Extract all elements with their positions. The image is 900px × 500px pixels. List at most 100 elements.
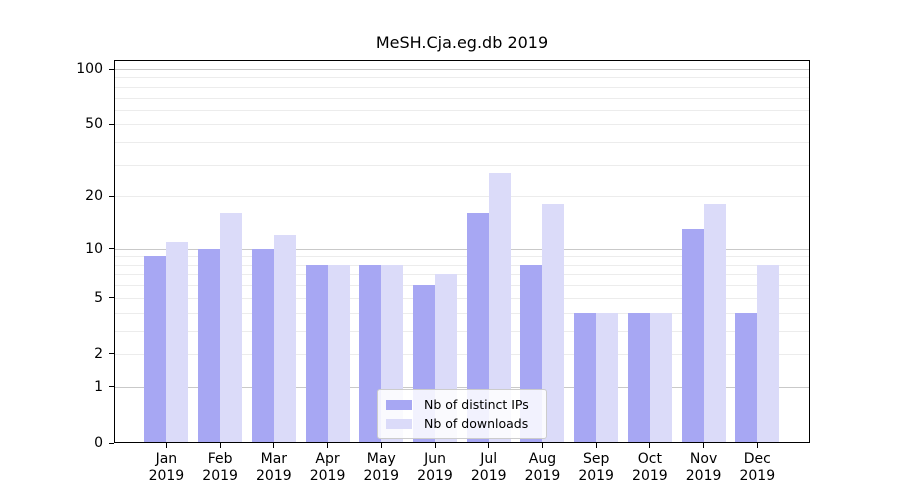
bar-nb-of-downloads-sep bbox=[596, 312, 619, 443]
gridline-minor bbox=[114, 86, 810, 88]
legend-label: Nb of downloads bbox=[424, 416, 529, 431]
x-tick-year: 2019 bbox=[739, 468, 776, 484]
x-tick-month: Jun bbox=[424, 451, 446, 467]
x-tick-month: Nov bbox=[689, 451, 718, 467]
y-tick bbox=[109, 386, 114, 388]
y-tick bbox=[109, 442, 114, 444]
x-tick-label: Jan 2019 bbox=[134, 451, 198, 485]
x-tick-label: Apr 2019 bbox=[296, 451, 360, 485]
x-tick-label: Aug 2019 bbox=[510, 451, 574, 485]
x-tick bbox=[756, 443, 758, 448]
bar-nb-of-downloads-aug bbox=[542, 204, 565, 443]
x-tick-label: Jul 2019 bbox=[457, 451, 521, 485]
bar-nb-of-distinct-ips-mar bbox=[251, 248, 274, 443]
bar-nb-of-distinct-ips-may bbox=[359, 264, 382, 443]
x-tick-month: Dec bbox=[743, 451, 771, 467]
legend-swatch bbox=[386, 418, 412, 429]
bar-nb-of-downloads-mar bbox=[273, 235, 296, 443]
bar-nb-of-distinct-ips-apr bbox=[305, 264, 328, 443]
x-tick bbox=[273, 443, 275, 448]
gridline-minor bbox=[114, 264, 810, 266]
bar-nb-of-distinct-ips-jul bbox=[466, 213, 489, 443]
x-tick bbox=[649, 443, 651, 448]
plot-area bbox=[114, 60, 810, 443]
bar-nb-of-distinct-ips-feb bbox=[198, 248, 221, 443]
x-tick-year: 2019 bbox=[148, 468, 185, 484]
x-tick-label: Sep 2019 bbox=[564, 451, 628, 485]
y-tick bbox=[109, 297, 114, 299]
x-tick-label: Nov 2019 bbox=[672, 451, 736, 485]
bar-nb-of-downloads-feb bbox=[220, 213, 243, 443]
x-tick-month: May bbox=[366, 451, 396, 467]
x-tick-label: Jun 2019 bbox=[403, 451, 467, 485]
gridline-minor bbox=[114, 274, 810, 276]
x-tick bbox=[703, 443, 705, 448]
gridline-minor bbox=[114, 142, 810, 144]
y-tick bbox=[109, 248, 114, 250]
gridline-minor bbox=[114, 109, 810, 111]
bar-nb-of-downloads-jul bbox=[488, 172, 511, 443]
y-tick bbox=[109, 353, 114, 355]
y-tick-label: 5 bbox=[94, 289, 103, 306]
x-tick-year: 2019 bbox=[363, 468, 400, 484]
x-tick-month: Jul bbox=[480, 451, 498, 467]
x-tick-month: Aug bbox=[528, 451, 557, 467]
gridline-minor bbox=[114, 330, 810, 332]
bar-nb-of-downloads-nov bbox=[703, 204, 726, 443]
y-tick bbox=[109, 68, 114, 70]
bar-nb-of-downloads-dec bbox=[757, 264, 780, 443]
gridline-major bbox=[114, 69, 810, 70]
bar-nb-of-distinct-ips-jan bbox=[144, 256, 167, 443]
x-tick-year: 2019 bbox=[202, 468, 238, 484]
legend-item: Nb of distinct IPs bbox=[378, 395, 546, 414]
x-tick-year: 2019 bbox=[524, 468, 561, 484]
x-tick-year: 2019 bbox=[417, 468, 453, 484]
gridline-major bbox=[114, 248, 810, 250]
legend: Nb of distinct IPs Nb of downloads bbox=[377, 389, 547, 439]
x-tick bbox=[165, 443, 167, 448]
x-tick-month: Mar bbox=[260, 451, 288, 467]
y-tick-label: 0 bbox=[94, 435, 103, 451]
gridline-minor bbox=[114, 297, 810, 299]
gridline-major bbox=[114, 386, 810, 388]
x-tick bbox=[380, 443, 382, 448]
legend-swatch bbox=[386, 399, 412, 410]
gridline-minor bbox=[114, 256, 810, 258]
bar-nb-of-distinct-ips-dec bbox=[735, 312, 758, 443]
x-tick bbox=[541, 443, 543, 448]
gridline-minor bbox=[114, 164, 810, 166]
x-tick bbox=[595, 443, 597, 448]
legend-label: Nb of distinct IPs bbox=[424, 397, 529, 412]
bar-nb-of-distinct-ips-oct bbox=[627, 312, 650, 443]
x-tick-month: Oct bbox=[637, 451, 662, 467]
x-tick bbox=[434, 443, 436, 448]
gridline-minor bbox=[114, 285, 810, 287]
x-tick-month: Apr bbox=[315, 451, 340, 467]
gridline-minor bbox=[114, 196, 810, 198]
x-tick-year: 2019 bbox=[632, 468, 668, 484]
bar-nb-of-distinct-ips-nov bbox=[681, 229, 704, 443]
legend-item: Nb of downloads bbox=[378, 414, 546, 433]
x-tick-month: Sep bbox=[582, 451, 610, 467]
gridline-minor bbox=[114, 124, 810, 126]
bar-nb-of-downloads-jan bbox=[166, 241, 189, 443]
x-tick-label: Feb 2019 bbox=[188, 451, 252, 485]
y-tick bbox=[109, 195, 114, 197]
x-tick bbox=[219, 443, 221, 448]
gridline-minor bbox=[114, 77, 810, 79]
x-tick-year: 2019 bbox=[309, 468, 346, 484]
x-tick-label: Dec 2019 bbox=[725, 451, 789, 485]
y-tick-label: 20 bbox=[85, 188, 103, 205]
x-tick-year: 2019 bbox=[256, 468, 292, 484]
x-tick bbox=[327, 443, 329, 448]
y-tick-label: 10 bbox=[85, 240, 103, 257]
bar-nb-of-distinct-ips-sep bbox=[574, 312, 597, 443]
x-tick-label: May 2019 bbox=[349, 451, 413, 485]
y-tick bbox=[109, 123, 114, 125]
bar-nb-of-downloads-oct bbox=[649, 312, 672, 443]
x-tick-year: 2019 bbox=[470, 468, 507, 484]
x-tick bbox=[488, 443, 490, 448]
gridline-minor bbox=[114, 312, 810, 314]
x-tick-year: 2019 bbox=[685, 468, 722, 484]
